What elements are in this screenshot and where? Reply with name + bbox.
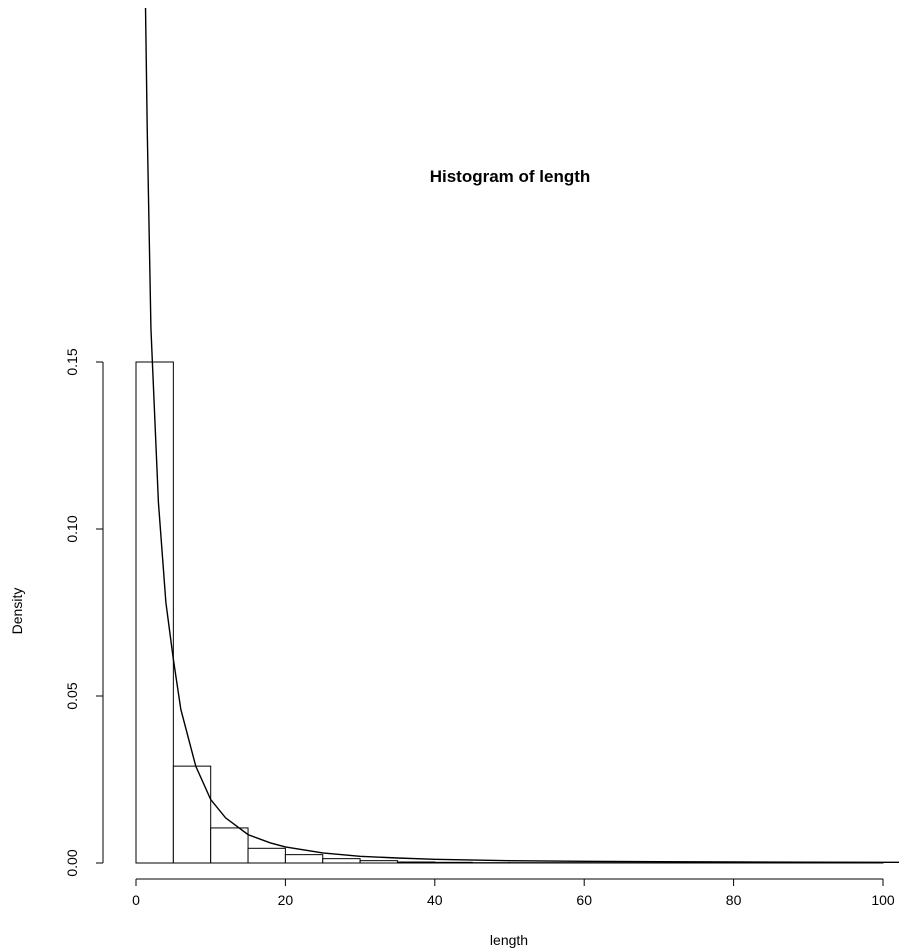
density-curve-layer <box>144 8 899 864</box>
histogram-bar-8 <box>396 861 436 864</box>
x-tick-label: 0 <box>132 892 140 908</box>
density-curve <box>144 8 899 864</box>
y-tick-label: 0.00 <box>64 849 80 876</box>
histogram-bar-6 <box>322 858 361 864</box>
chart-title: Histogram of length <box>430 167 591 186</box>
y-tick-label: 0.10 <box>64 515 80 542</box>
y-tick-label: 0.05 <box>64 682 80 709</box>
x-axis: 0 20 40 60 80 100 <box>132 878 895 908</box>
y-tick-label: 0.15 <box>64 348 80 375</box>
histogram-bar-5 <box>284 854 324 864</box>
histogram-bar-2 <box>172 765 212 864</box>
x-tick-label: 40 <box>427 892 443 908</box>
histogram-bar-3 <box>210 827 249 864</box>
x-tick-label: 20 <box>278 892 294 908</box>
x-tick-label: 60 <box>576 892 592 908</box>
x-tick-label: 100 <box>871 892 895 908</box>
x-tick-label: 80 <box>726 892 742 908</box>
histogram-bar-7 <box>359 860 398 864</box>
x-axis-label: length <box>490 932 528 948</box>
y-axis-label: Density <box>9 588 25 635</box>
histogram-bar-4 <box>247 847 286 864</box>
y-axis: 0.00 0.05 0.10 0.15 <box>64 348 104 877</box>
histogram-bar-9 <box>434 861 473 864</box>
